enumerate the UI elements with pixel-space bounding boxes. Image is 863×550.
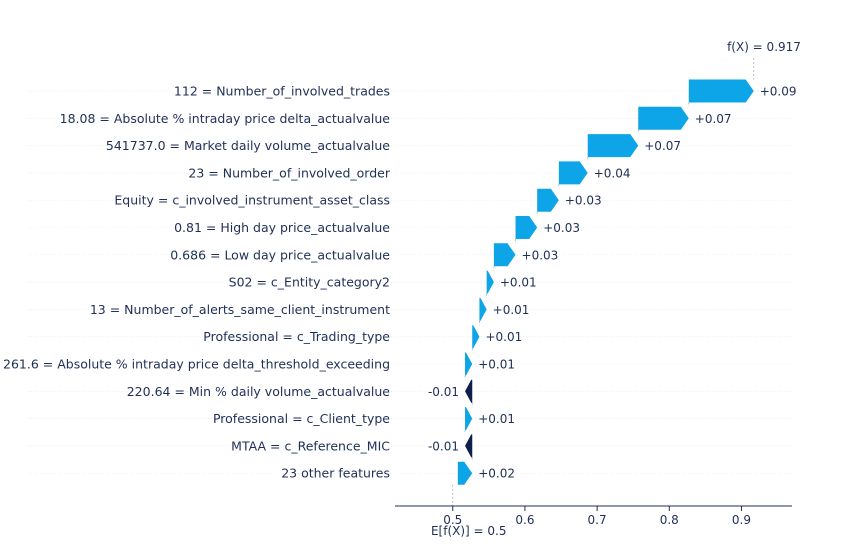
feature-label: 220.64 = Min % daily volume_actualvalue (127, 384, 391, 399)
feature-label: Equity = c_involved_instrument_asset_cla… (114, 193, 390, 208)
negative-bar (465, 434, 473, 458)
positive-bar (537, 188, 559, 212)
base-value-label: E[f(X)] = 0.5 (431, 524, 507, 538)
feature-labels: 112 = Number_of_involved_trades 18.08 = A… (3, 84, 391, 481)
positive-bar (638, 106, 689, 130)
value-label: +0.01 (500, 276, 537, 290)
positive-bar (587, 134, 639, 158)
positive-bar (486, 270, 494, 294)
positive-bar (472, 325, 480, 349)
positive-bar (558, 161, 588, 185)
value-label: +0.01 (478, 412, 515, 426)
positive-bar (688, 79, 754, 103)
value-label: +0.01 (493, 303, 530, 317)
feature-label: 23 other features (281, 466, 390, 481)
x-tick-label: 0.5 (443, 513, 462, 527)
x-tick-label: 0.8 (660, 513, 679, 527)
x-axis-ticks: 0.5 0.6 0.7 0.8 0.9 (443, 506, 751, 527)
positive-bar (515, 216, 538, 239)
value-label: +0.03 (543, 221, 580, 235)
feature-label: S02 = c_Entity_category2 (229, 275, 390, 290)
value-label: +0.07 (644, 139, 681, 153)
x-tick-label: 0.9 (732, 513, 751, 527)
positive-bar (457, 461, 473, 485)
x-tick-label: 0.7 (588, 513, 607, 527)
feature-label: 0.81 = High day price_actualvalue (174, 220, 390, 235)
feature-label: 23 = Number_of_involved_order (188, 165, 390, 180)
feature-label: 541737.0 = Market daily volume_actualval… (106, 138, 390, 153)
value-label: +0.07 (695, 112, 732, 126)
feature-label: 112 = Number_of_involved_trades (174, 84, 390, 99)
feature-label: Professional = c_Trading_type (203, 329, 390, 344)
feature-label: MTAA = c_Reference_MIC (231, 438, 390, 453)
value-label: -0.01 (428, 439, 459, 453)
positive-bar (465, 407, 473, 431)
x-tick-label: 0.6 (515, 513, 534, 527)
positive-bar (465, 352, 473, 376)
value-label: +0.03 (565, 194, 602, 208)
feature-label: 18.08 = Absolute % intraday price delta_… (60, 111, 391, 126)
value-label: +0.03 (522, 248, 559, 262)
value-label: +0.01 (478, 358, 515, 372)
bars (457, 79, 754, 485)
value-label: +0.04 (594, 166, 631, 180)
value-label: +0.01 (485, 330, 522, 344)
value-label: +0.02 (478, 467, 515, 481)
connectors (452, 58, 755, 506)
negative-bar (465, 379, 473, 403)
value-labels: +0.09 +0.07 +0.07 +0.04 +0.03 +0.03 +0.03 +0.01… (428, 85, 797, 481)
feature-label: Professional = c_Client_type (213, 411, 390, 426)
positive-bar (493, 243, 516, 267)
value-label: +0.09 (760, 85, 797, 99)
feature-label: 13 = Number_of_alerts_same_client_instru… (90, 302, 390, 317)
feature-label: 261.6 = Absolute % intraday price delta_… (3, 357, 390, 372)
positive-bar (479, 297, 487, 321)
final-value-label: f(X) = 0.917 (727, 40, 801, 54)
value-label: -0.01 (428, 385, 459, 399)
feature-label: 0.686 = Low day price_actualvalue (170, 247, 390, 262)
